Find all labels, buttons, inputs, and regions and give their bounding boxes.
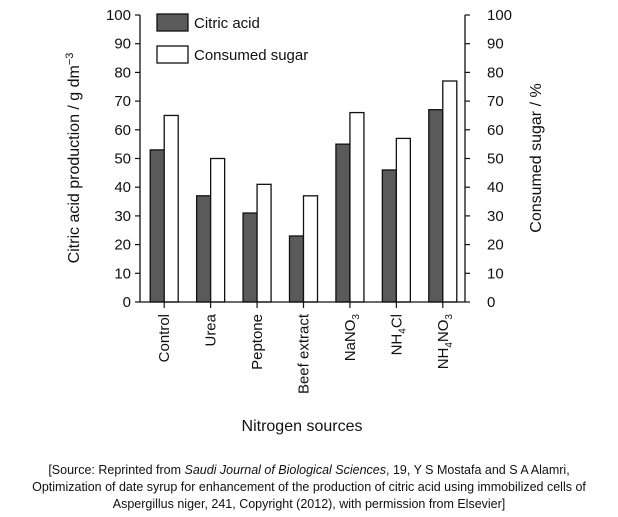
bar-consumed-sugar [163,114,179,303]
source-line-1: [Source: Reprinted from Saudi Journal of… [48,463,570,477]
left-tick-label: 30 [114,208,131,225]
x-tick-label: Beef extract [296,313,313,394]
legend-swatch-consumed-sugar [156,45,189,64]
y-axis-right-label: Consumed sugar / % [528,83,545,232]
legend-label-citric-acid: Citric acid [194,15,260,32]
legend: Citric acid Consumed sugar [156,13,308,64]
bar-consumed-sugar [256,183,272,303]
x-tick-label: NaNO3 [342,314,362,362]
source-note: [Source: Reprinted from Saudi Journal of… [0,462,618,513]
left-tick-label: 80 [114,64,131,81]
x-tick-label: Control [156,314,173,362]
bar-citric-acid [149,149,165,303]
bars [149,80,458,303]
left-tick-label: 70 [114,93,131,110]
y-axis-left-label: Citric acid production / g dm−3 [64,53,83,264]
right-tick-label: 10 [487,265,504,282]
right-axis-ticks: 0 10 20 30 40 50 60 70 80 90 100 [465,7,512,311]
legend-swatch-citric-acid [156,13,189,32]
left-tick-label: 20 [114,237,131,254]
bar-citric-acid [335,143,351,303]
left-tick-label: 90 [114,36,131,53]
right-tick-label: 40 [487,179,504,196]
bar-citric-acid [288,235,305,303]
x-tick-label: NH4Cl [388,314,408,355]
bar-consumed-sugar [442,80,458,303]
right-tick-label: 50 [487,151,504,168]
left-tick-label: 50 [114,151,131,168]
bar-citric-acid [428,109,444,303]
bar-citric-acid [242,212,258,303]
bar-consumed-sugar [302,195,319,303]
bar-consumed-sugar [349,111,365,303]
right-tick-label: 90 [487,36,504,53]
bar-citric-acid [381,169,398,303]
chart: 0 10 20 30 40 50 60 70 80 90 100 0 10 20 30 40 50 60 70 80… [64,7,545,435]
x-tick-label: Urea [203,313,220,346]
journal-name: Saudi Journal of Biological Sciences [184,463,386,477]
right-tick-label: 20 [487,237,504,254]
source-line-2: Optimization of date syrup for enhanceme… [32,480,586,494]
left-tick-label: 60 [114,122,131,139]
right-tick-label: 80 [487,64,504,81]
left-axis-ticks: 0 10 20 30 40 50 60 70 80 90 100 [106,7,140,311]
source-line-3: Aspergillus niger, 241, Copyright (2012)… [112,497,506,511]
x-tick-label: Peptone [249,314,266,370]
left-tick-label: 0 [123,294,131,311]
x-axis-label: Nitrogen sources [242,418,363,435]
right-tick-label: 70 [487,93,504,110]
bar-consumed-sugar [209,157,226,303]
left-tick-label: 40 [114,179,131,196]
left-tick-label: 10 [114,265,131,282]
right-tick-label: 60 [487,122,504,139]
right-tick-label: 30 [487,208,504,225]
right-tick-label: 100 [487,7,512,24]
legend-label-consumed-sugar: Consumed sugar [194,47,308,64]
right-tick-label: 0 [487,294,495,311]
bar-citric-acid [195,195,212,303]
x-axis-ticks: Control Urea Peptone Beef extract NaNO3 NH4Cl… [156,302,455,394]
x-tick-label: NH4NO3 [435,314,455,370]
left-tick-label: 100 [106,7,131,24]
bar-consumed-sugar [395,137,412,303]
